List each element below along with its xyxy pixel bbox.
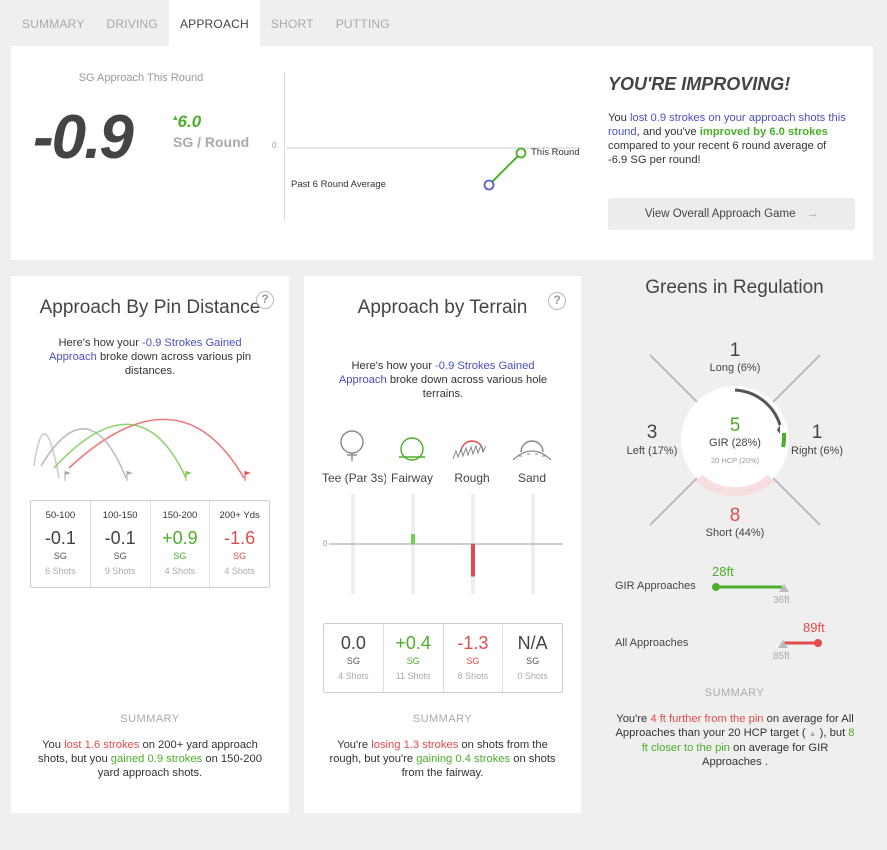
trend-line [488,152,522,186]
pin-distance-column: 200+ Yds -1.6 SG 4 Shots [219,510,260,576]
this-round-label: This Round [531,147,580,158]
long-label: Long (6%) [709,362,761,374]
terrain-column: N/A SG 0 Shots [517,633,548,681]
terrain-bar [411,534,415,544]
gir-title: Greens in Regulation [645,277,824,298]
chart-axis [284,72,285,222]
gir-count: 5 [729,415,741,436]
short-count: 8 [729,505,741,526]
terrain-label: Tee (Par 3s) [322,471,386,485]
terrain-bar [471,544,475,577]
fairway-icon [399,437,425,461]
all-approaches-bar [778,639,822,648]
gir-dispersion-graphic [649,354,821,526]
terrain-title: Approach by Terrain [357,297,528,318]
flag-icon [185,471,192,481]
pin-distance-summary: You lost 1.6 strokes on 200+ yard approa… [38,739,262,779]
rough-icon [452,440,487,460]
tab-driving[interactable]: DRIVING [106,17,158,31]
improvement-description: You lost 0.9 strokes on your approach sh… [608,112,846,166]
flag-icon [126,471,133,481]
flag-icon [64,471,71,481]
right-count: 1 [811,422,823,443]
pin-distance-column: 50-100 -0.1 SG 6 Shots [31,501,91,587]
all-approaches-value: 89ft [803,620,825,635]
terrain-label: Fairway [390,471,433,485]
improvement-arrow-icon: ▴ [173,112,178,122]
pin-distance-intro: Here's how your -0.9 Strokes Gained Appr… [48,337,252,377]
sg-label: SG Approach This Round [78,72,204,84]
past-average-label: Past 6 Round Average [291,179,386,190]
gir-target: 20 HCP (20%) [710,456,760,465]
tab-approach[interactable]: APPROACH [168,0,260,46]
gir-approaches-value: 28ft [712,564,734,579]
gir-summary: You're 4 ft further from the pin on aver… [615,713,855,768]
improving-heading: YOU'RE IMPROVING! [608,74,791,94]
terrain-intro: Here's how your -0.9 Strokes Gained Appr… [338,360,548,400]
tab-short[interactable]: SHORT [270,17,314,31]
tab-summary[interactable]: SUMMARY [22,17,85,31]
pin-distance-table: 50-100 -0.1 SG 6 Shots 100-150 -0.1 SG 9… [30,500,270,588]
arrow-right-icon: → [806,208,819,220]
view-overall-approach-button[interactable]: View Overall Approach Game → [608,198,855,230]
short-label: Short (44%) [705,527,765,539]
pin-distance-column: 100-150 -0.1 SG 9 Shots [91,501,151,587]
all-approaches-target: 85ft [773,651,790,662]
gir-approaches-target: 36ft [773,595,790,606]
terrain-card: Approach by Terrain ? Here's how your -0… [304,276,581,813]
help-icon[interactable]: ? [256,291,274,309]
short-arc [696,474,774,497]
terrain-label: Sand [517,471,547,485]
pin-distance-title: Approach By Pin Distance [39,297,261,318]
pin-distance-card: Approach By Pin Distance ? Here's how yo… [11,276,289,813]
target-marker-icon: ▲ [808,729,817,738]
long-count: 1 [729,340,741,361]
summary-heading: SUMMARY [412,713,473,725]
left-label: Left (17%) [626,445,678,457]
past-average-point [483,179,495,191]
right-arc [781,432,787,448]
pin-distance-column: 150-200 +0.9 SG 4 Shots [151,501,211,587]
right-label: Right (6%) [791,445,843,457]
help-icon[interactable]: ? [548,292,566,310]
sg-approach-overview: SG Approach This Round -0.9 ▴6.0 SG / Ro… [11,46,873,260]
chart-zero-label: 0 [272,141,277,150]
all-approaches-label: All Approaches [615,637,689,649]
tee-icon [340,430,364,461]
sg-unit: SG / Round [173,134,250,150]
tab-putting[interactable]: PUTTING [335,17,390,31]
terrain-column: 0.0 SG 4 Shots [324,624,384,692]
flag-icon [244,471,251,481]
sg-value: -0.9 [33,103,134,172]
sand-icon [512,440,552,461]
summary-heading: SUMMARY [120,713,180,725]
summary-heading: SUMMARY [704,687,765,699]
terrain-label: Rough [454,471,490,485]
terrain-summary: You're losing 1.3 strokes on shots from … [329,739,556,779]
terrain-table: 0.0 SG 4 Shots +0.4 SG 11 Shots -1.3 SG … [323,623,563,693]
gir-approaches-label: GIR Approaches [615,580,696,592]
sg-trend-chart [286,147,581,191]
tab-bar: SUMMARY DRIVING APPROACH SHORT PUTTING [11,0,401,46]
sg-delta: 6.0 [177,112,202,131]
terrain-zero-label: 0 [323,539,328,548]
terrain-column: +0.4 SG 11 Shots [384,624,444,692]
terrain-column: -1.3 SG 8 Shots [444,624,504,692]
left-count: 3 [646,422,658,443]
gir-label: GIR (28%) [709,437,761,449]
terrain-bar-chart [329,494,563,594]
long-arc [734,388,782,426]
gir-approaches-bar [712,583,789,592]
this-round-point [515,147,527,159]
shot-trajectory-graphic [33,418,251,481]
